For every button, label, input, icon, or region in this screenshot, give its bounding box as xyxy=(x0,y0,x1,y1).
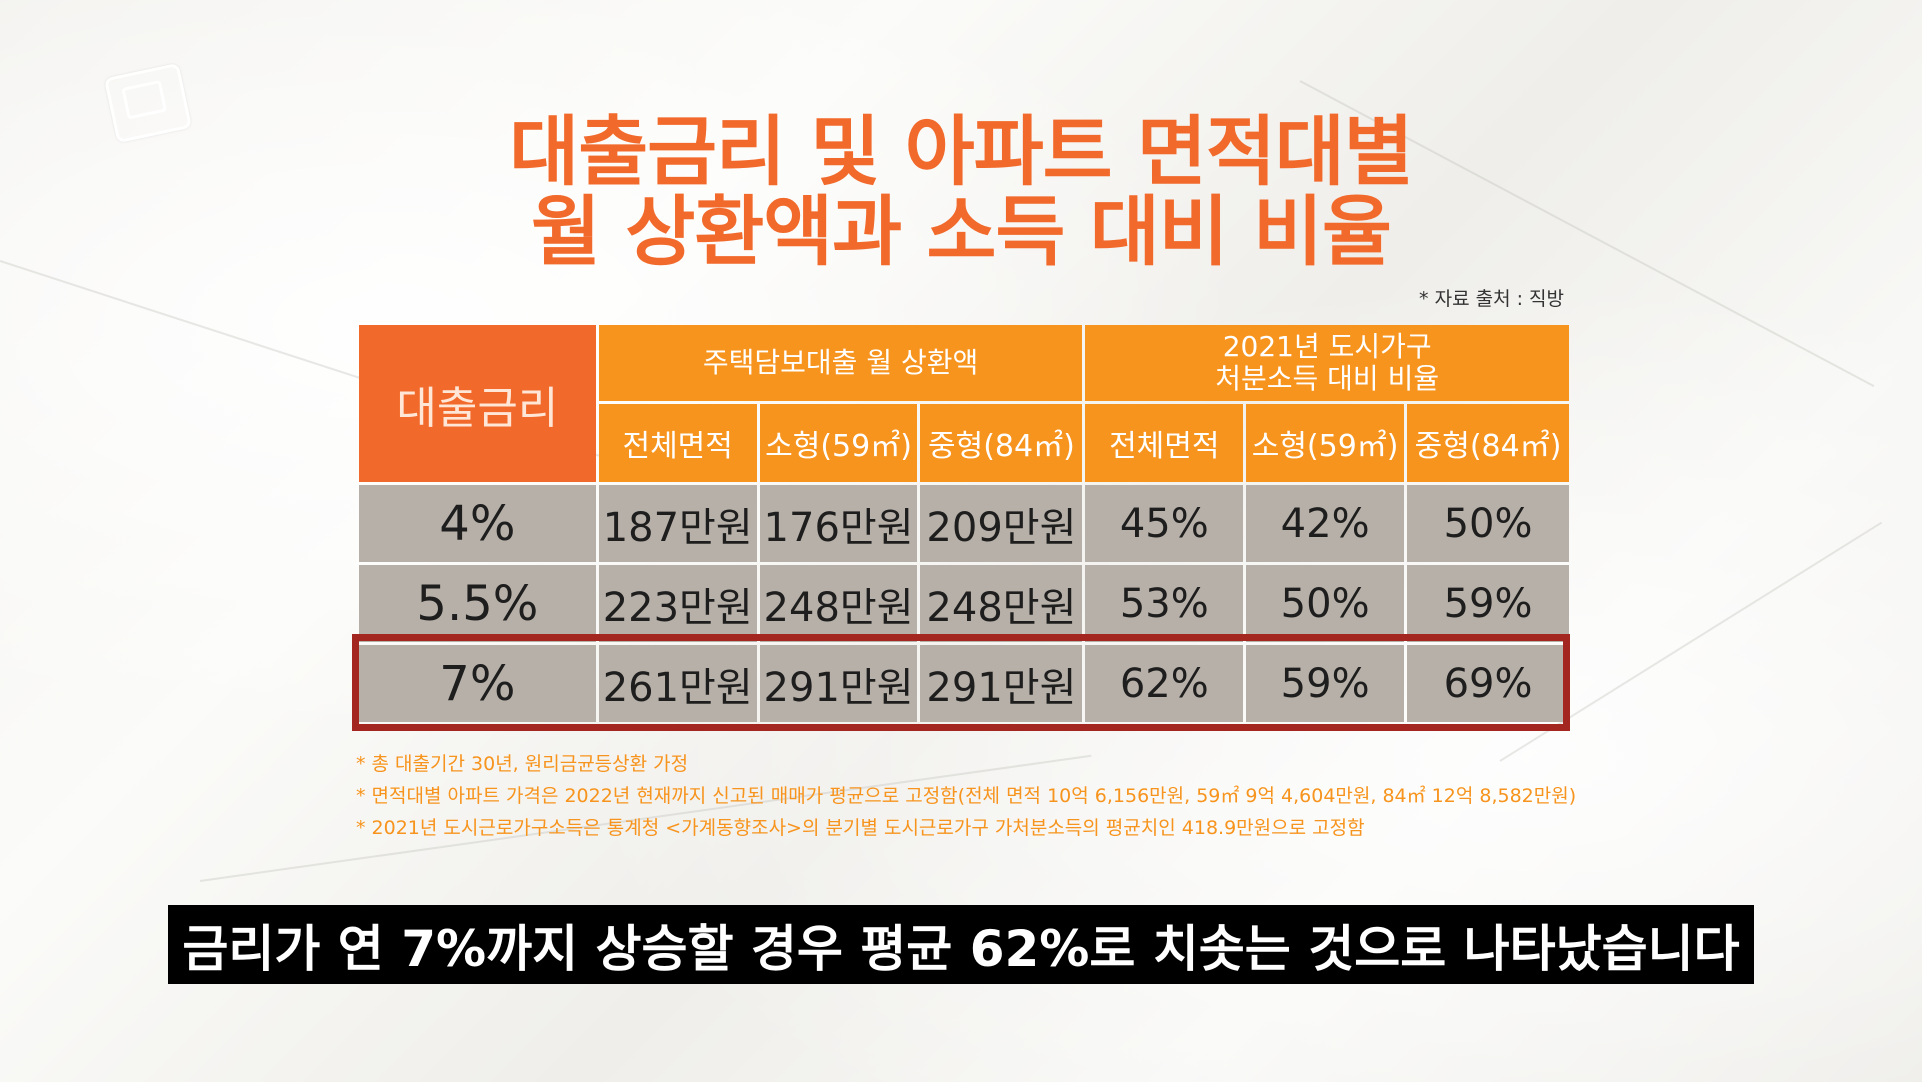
subheader-medium: 중형(84㎡) xyxy=(1407,404,1569,482)
table-cell: 50% xyxy=(1407,485,1569,562)
table-row: 5.5% 223만원 248만원 248만원 53% 50% 59% xyxy=(359,565,1569,642)
table-row-highlighted: 7% 261만원 291만원 291만원 62% 59% 69% xyxy=(359,645,1569,722)
header-income-ratio-line2: 처분소득 대비 비율 xyxy=(1215,362,1440,395)
table-row: 4% 187만원 176만원 209만원 45% 42% 50% xyxy=(359,485,1569,562)
row-rate: 7% xyxy=(359,645,596,722)
table-cell: 248만원 xyxy=(920,565,1083,642)
table-cell: 223만원 xyxy=(598,565,757,642)
table-cell: 291만원 xyxy=(759,645,918,722)
footnotes: * 총 대출기간 30년, 원리금균등상환 가정 * 면적대별 아파트 가격은 … xyxy=(356,748,1576,844)
table-cell: 42% xyxy=(1246,485,1405,562)
table-cell: 59% xyxy=(1407,565,1569,642)
table-cell: 59% xyxy=(1246,645,1405,722)
table-cell: 45% xyxy=(1085,485,1244,562)
footnote: * 면적대별 아파트 가격은 2022년 현재까지 신고된 매매가 평균으로 고… xyxy=(356,785,1577,807)
subheader-total-area: 전체면적 xyxy=(1085,404,1244,482)
header-income-ratio: 2021년 도시가구 처분소득 대비 비율 xyxy=(1085,325,1569,401)
row-rate: 5.5% xyxy=(359,565,596,642)
footnote: * 총 대출기간 30년, 원리금균등상환 가정 xyxy=(356,753,689,775)
subheader-small: 소형(59㎡) xyxy=(759,404,918,482)
loan-rate-table: 대출금리 주택담보대출 월 상환액 2021년 도시가구 처분소득 대비 비율 … xyxy=(356,322,1572,725)
table-cell: 291만원 xyxy=(920,645,1083,722)
table-cell: 176만원 xyxy=(759,485,918,562)
header-loan-rate: 대출금리 xyxy=(359,325,596,482)
table-cell: 69% xyxy=(1407,645,1569,722)
subheader-small: 소형(59㎡) xyxy=(1246,404,1405,482)
subtitle-caption: 금리가 연 7%까지 상승할 경우 평균 62%로 치솟는 것으로 나타났습니다 xyxy=(168,905,1754,984)
table-cell: 50% xyxy=(1246,565,1405,642)
table-cell: 209만원 xyxy=(920,485,1083,562)
header-monthly-payment: 주택담보대출 월 상환액 xyxy=(598,325,1083,401)
subheader-medium: 중형(84㎡) xyxy=(920,404,1083,482)
table-cell: 248만원 xyxy=(759,565,918,642)
source-note: * 자료 출처 : 직방 xyxy=(1419,288,1564,310)
table-cell: 62% xyxy=(1085,645,1244,722)
table-cell: 53% xyxy=(1085,565,1244,642)
subheader-total-area: 전체면적 xyxy=(598,404,757,482)
page-title-line1: 대출금리 및 아파트 면적대별 xyxy=(509,107,1413,196)
page-title-line2: 월 상환액과 소득 대비 비율 xyxy=(531,187,1392,276)
header-income-ratio-line1: 2021년 도시가구 xyxy=(1222,330,1432,363)
row-rate: 4% xyxy=(359,485,596,562)
table-cell: 187만원 xyxy=(598,485,757,562)
table-cell: 261만원 xyxy=(598,645,757,722)
footnote: * 2021년 도시근로가구소득은 통계청 <가계동향조사>의 분기별 도시근로… xyxy=(356,817,1365,839)
